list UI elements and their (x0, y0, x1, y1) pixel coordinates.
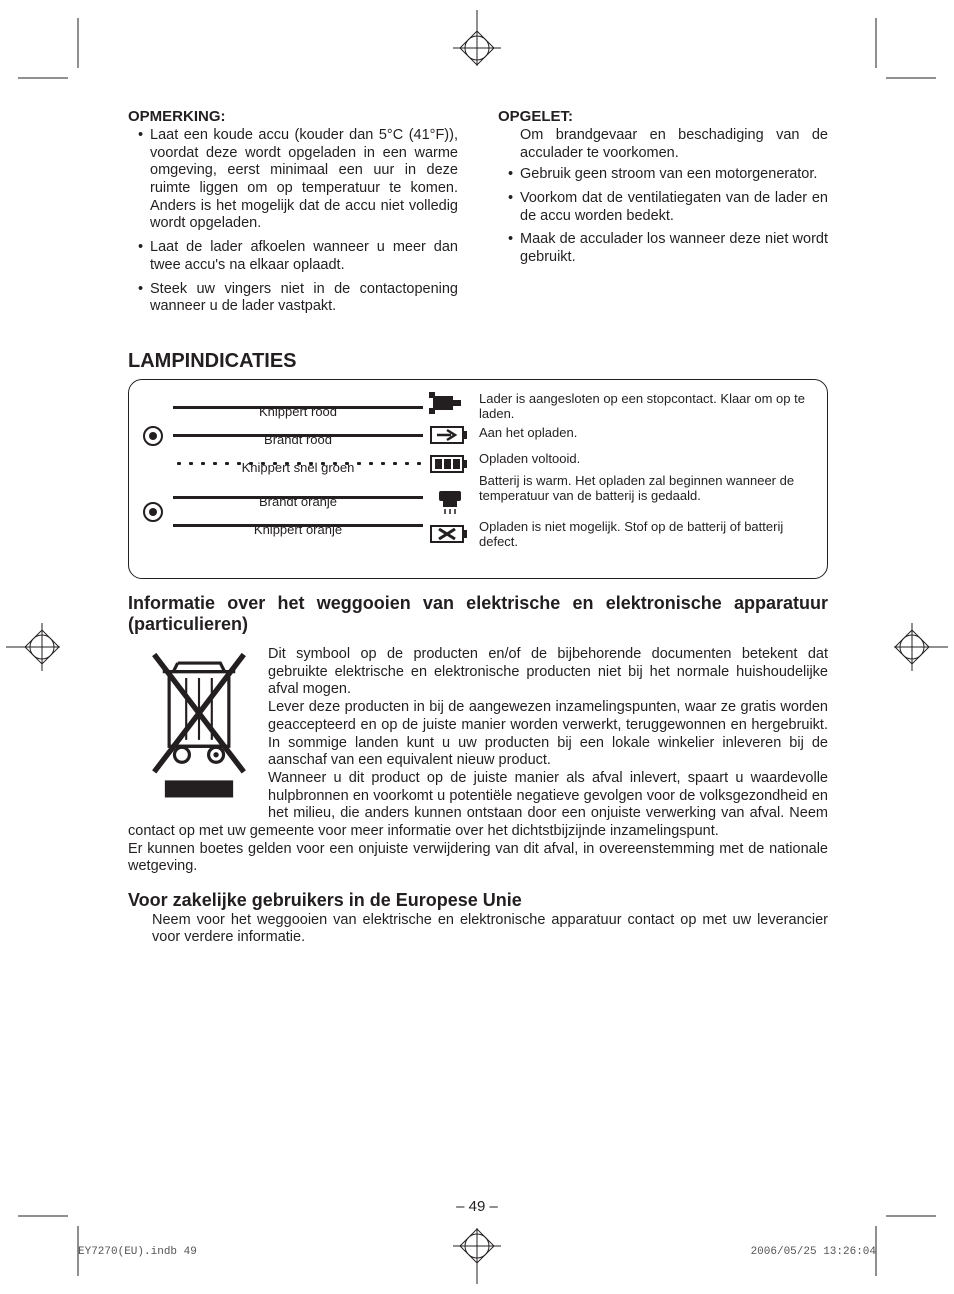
lamp-title: LAMPINDICATIES (128, 350, 828, 373)
reg-mark-bottom (447, 1224, 507, 1284)
lamp-status-icons (429, 390, 473, 551)
opgelet-item: Voorkom dat de ventilatiegaten van de la… (508, 190, 828, 225)
opmerking-heading: OPMERKING: (128, 108, 458, 125)
lamp-indication-box: Knippert rood Brandt rood Knippert snel … (128, 379, 828, 579)
left-column: OPMERKING: Laat een koude accu (kouder d… (128, 108, 458, 322)
weee-p4: Er kunnen boetes gelden voor een onjuist… (128, 841, 828, 876)
opgelet-item: Gebruik geen stroom van een motor­genera… (508, 166, 828, 184)
opgelet-list: Gebruik geen stroom van een motor­genera… (498, 166, 828, 266)
lamp-led-icon (143, 502, 163, 522)
opgelet-intro: Om brandgevaar en beschadiging van de ac… (498, 127, 828, 162)
plug-icon (429, 390, 473, 418)
opmerking-item: Laat een koude accu (kouder dan 5°C (41°… (138, 127, 458, 233)
lamp-label: Knippert rood (173, 404, 423, 419)
lamp-descriptions: Lader is aangesloten op een stopcontact.… (479, 392, 809, 550)
opmerking-item: Steek uw vingers niet in de contact­open… (138, 281, 458, 316)
opgelet-item: Maak de acculader los wanneer deze niet … (508, 231, 828, 266)
weee-section: Dit symbool op de producten en/of de bij… (128, 646, 828, 876)
lamp-label: Brandt oranje (173, 494, 423, 509)
lamp-desc: Lader is aangesloten op een stopcontact.… (479, 392, 809, 424)
lamp-left-diagram: Knippert rood Brandt rood Knippert snel … (143, 394, 423, 540)
footer-file: EY7270(EU).indb 49 (78, 1246, 197, 1258)
business-p: Neem voor het weggooien van elektrische … (128, 912, 828, 947)
page-content: OPMERKING: Laat een koude accu (kouder d… (128, 108, 828, 947)
right-column: OPGELET: Om brandgevaar en beschadiging … (498, 108, 828, 322)
reg-mark-right (888, 617, 948, 677)
page-number: – 49 – (0, 1198, 954, 1215)
footer-timestamp: 2006/05/25 13:26:04 (751, 1246, 876, 1258)
reg-mark-top (447, 10, 507, 70)
lamp-desc: Opladen voltooid. (479, 452, 809, 474)
charging-icon (429, 423, 473, 447)
full-icon (429, 452, 473, 476)
lamp-label: Brandt rood (173, 432, 423, 447)
lamp-label: Knippert oranje (173, 522, 423, 537)
lamp-desc: Batterij is warm. Het opladen zal beginn… (479, 474, 809, 520)
warm-icon (429, 487, 473, 517)
lamp-label: Knippert snel groen (173, 460, 423, 475)
weee-title: Informatie over het weggooien van elektr… (128, 593, 828, 636)
error-icon (429, 522, 473, 546)
weee-bin-icon (144, 646, 254, 806)
two-column-section: OPMERKING: Laat een koude accu (kouder d… (128, 108, 828, 322)
lamp-desc: Aan het opladen. (479, 424, 809, 452)
lamp-desc: Opladen is niet mogelijk. Stof op de bat… (479, 520, 809, 550)
reg-mark-left (6, 617, 66, 677)
opmerking-list: Laat een koude accu (kouder dan 5°C (41°… (128, 127, 458, 316)
business-title: Voor zakelijke gebruikers in de Europese… (128, 890, 828, 912)
lamp-led-icon (143, 426, 163, 446)
opmerking-item: Laat de lader afkoelen wanneer u meer da… (138, 239, 458, 274)
opgelet-heading: OPGELET: (498, 108, 828, 125)
